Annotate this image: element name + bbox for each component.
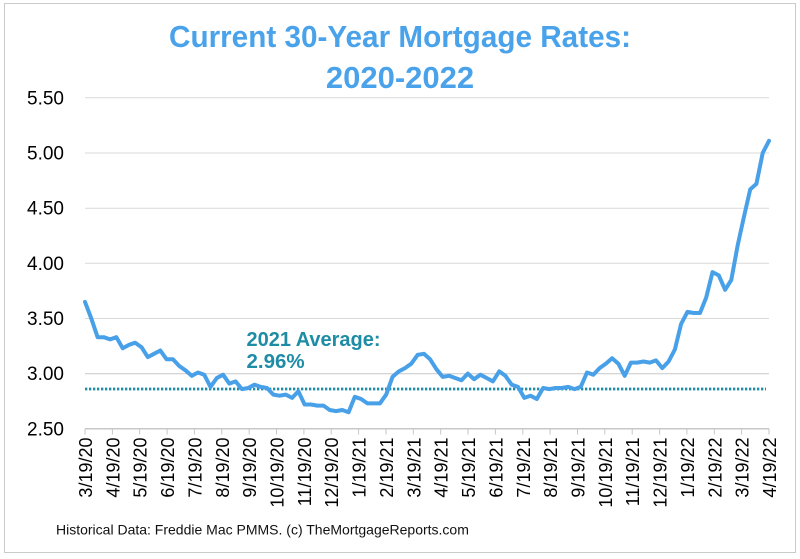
svg-text:6/19/21: 6/19/21 [486, 438, 506, 498]
svg-text:5.00: 5.00 [27, 144, 64, 165]
svg-text:12/19/21: 12/19/21 [651, 438, 671, 508]
svg-text:12/19/20: 12/19/20 [322, 438, 342, 508]
svg-text:4.50: 4.50 [27, 199, 64, 220]
svg-text:2/19/22: 2/19/22 [705, 438, 725, 498]
svg-text:4/19/22: 4/19/22 [760, 438, 780, 498]
svg-text:6/19/20: 6/19/20 [158, 438, 178, 498]
svg-text:3/19/21: 3/19/21 [404, 438, 424, 498]
svg-text:2.96%: 2.96% [247, 350, 305, 373]
svg-text:5/19/21: 5/19/21 [459, 438, 479, 498]
svg-text:8/19/20: 8/19/20 [213, 438, 233, 498]
svg-text:4/19/20: 4/19/20 [103, 438, 123, 498]
svg-text:11/19/20: 11/19/20 [295, 438, 315, 507]
svg-text:3/19/22: 3/19/22 [733, 438, 753, 498]
svg-text:4.00: 4.00 [27, 254, 64, 275]
svg-text:7/19/21: 7/19/21 [514, 438, 534, 498]
svg-text:5.50: 5.50 [27, 88, 64, 109]
svg-text:2.50: 2.50 [27, 419, 64, 440]
svg-text:8/19/21: 8/19/21 [541, 438, 561, 498]
svg-text:1/19/22: 1/19/22 [678, 438, 698, 498]
svg-text:5/19/20: 5/19/20 [131, 438, 151, 498]
svg-text:Current 30-Year Mortgage Rates: Current 30-Year Mortgage Rates: [169, 19, 631, 54]
svg-text:3.50: 3.50 [27, 309, 64, 330]
svg-text:9/19/20: 9/19/20 [240, 438, 260, 498]
svg-text:11/19/21: 11/19/21 [623, 438, 643, 507]
svg-text:9/19/21: 9/19/21 [569, 438, 589, 498]
svg-text:10/19/20: 10/19/20 [268, 438, 288, 508]
svg-text:7/19/20: 7/19/20 [185, 438, 205, 498]
svg-text:4/19/21: 4/19/21 [432, 438, 452, 498]
svg-text:Historical Data: Freddie Mac P: Historical Data: Freddie Mac PMMS. (c) T… [56, 522, 469, 538]
svg-text:2020-2022: 2020-2022 [326, 60, 474, 95]
svg-text:1/19/21: 1/19/21 [350, 438, 370, 498]
svg-text:2/19/21: 2/19/21 [377, 438, 397, 498]
svg-text:3.00: 3.00 [27, 364, 64, 385]
svg-text:10/19/21: 10/19/21 [596, 438, 616, 508]
svg-text:2021 Average:: 2021 Average: [247, 328, 381, 351]
svg-text:3/19/20: 3/19/20 [76, 438, 96, 498]
